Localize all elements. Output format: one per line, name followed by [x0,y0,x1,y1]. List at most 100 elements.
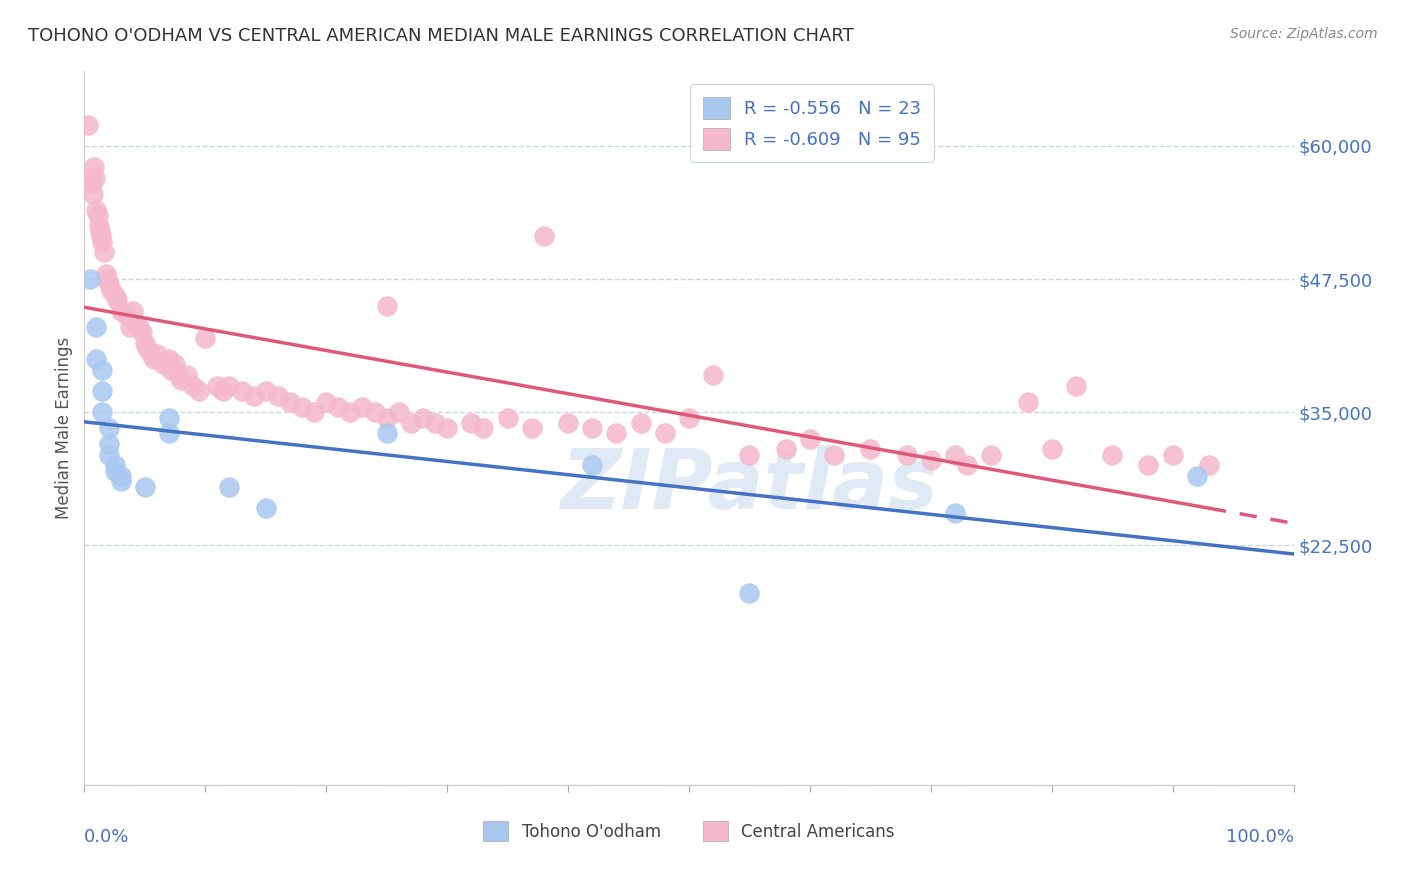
Point [94,267,117,281]
Point [460,416,482,430]
Point [97,277,120,292]
Point [956,458,979,473]
Point [79,170,101,185]
Point [496,410,519,425]
Point [136,341,159,355]
Point [134,335,156,350]
Point [302,405,325,419]
Point [176,368,198,382]
Point [93,245,115,260]
Point [139,346,162,360]
Point [157,351,180,366]
Point [90,229,112,244]
Point [605,426,627,441]
Text: Source: ZipAtlas.com: Source: ZipAtlas.com [1230,27,1378,41]
Point [84,170,107,185]
Point [399,416,422,430]
Point [157,410,180,425]
Point [375,410,398,425]
Point [1101,448,1123,462]
Point [520,421,543,435]
Point [375,299,398,313]
Point [97,448,120,462]
Point [105,293,128,308]
Point [188,384,211,398]
Point [121,304,143,318]
Point [212,384,235,398]
Point [91,384,114,398]
Point [165,357,187,371]
Point [124,315,146,329]
Point [83,160,105,174]
Point [678,410,700,425]
Point [167,368,190,382]
Y-axis label: Median Male Earnings: Median Male Earnings [55,337,73,519]
Point [97,421,120,435]
Point [160,362,183,376]
Point [218,378,240,392]
Point [86,351,108,366]
Point [79,272,101,286]
Point [254,384,277,398]
Point [146,346,169,360]
Point [181,378,204,392]
Text: TOHONO O'ODHAM VS CENTRAL AMERICAN MEDIAN MALE EARNINGS CORRELATION CHART: TOHONO O'ODHAM VS CENTRAL AMERICAN MEDIA… [28,27,853,45]
Point [1064,378,1087,392]
Point [131,326,153,340]
Point [254,501,277,516]
Point [128,320,150,334]
Point [157,426,180,441]
Point [87,219,110,233]
Point [1017,394,1039,409]
Point [328,400,350,414]
Point [110,475,132,489]
Point [267,389,290,403]
Point [896,448,918,462]
Point [436,421,458,435]
Point [231,384,253,398]
Point [91,362,114,376]
Point [654,426,676,441]
Point [943,507,966,521]
Point [77,118,100,132]
Point [104,458,127,473]
Point [110,469,132,483]
Point [920,453,942,467]
Legend: Tohono O'odham, Central Americans: Tohono O'odham, Central Americans [477,814,901,848]
Point [104,464,127,478]
Point [859,442,882,457]
Point [100,283,122,297]
Point [557,416,579,430]
Point [1161,448,1184,462]
Point [533,229,555,244]
Point [97,437,120,451]
Text: 0.0%: 0.0% [84,828,129,846]
Point [630,416,652,430]
Point [472,421,495,435]
Point [375,426,398,441]
Point [291,400,314,414]
Point [702,368,724,382]
Point [1040,442,1063,457]
Point [242,389,264,403]
Point [581,421,603,435]
Point [134,480,156,494]
Point [775,442,797,457]
Point [423,416,446,430]
Point [120,320,142,334]
Text: ZIPatlas: ZIPatlas [561,445,938,525]
Point [115,310,138,324]
Point [96,272,118,286]
Point [170,373,193,387]
Point [207,378,229,392]
Point [363,405,385,419]
Point [980,448,1002,462]
Point [943,448,966,462]
Point [82,186,104,201]
Point [1137,458,1160,473]
Point [91,235,114,249]
Point [218,480,240,494]
Point [352,400,374,414]
Point [89,224,111,238]
Point [799,432,821,446]
